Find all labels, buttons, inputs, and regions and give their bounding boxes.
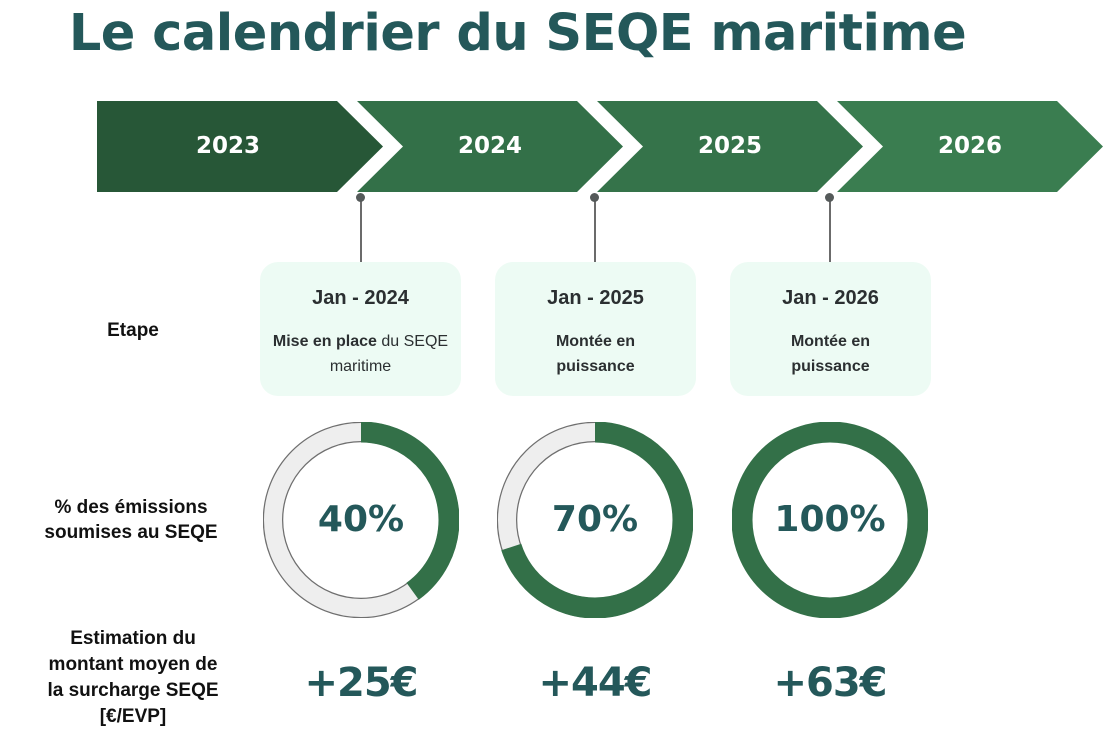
donut-chart-40: 40% xyxy=(263,422,459,618)
milestone-date: Jan - 2025 xyxy=(547,287,644,309)
milestone-date: Jan - 2026 xyxy=(782,287,879,309)
surcharge-amount-2026: +63€ xyxy=(773,660,887,706)
row-label-estimation-line2: montant moyen de xyxy=(48,654,218,675)
row-label-emissions: % des émissions soumises au SEQE xyxy=(0,495,262,545)
donut-percent-label: 40% xyxy=(317,499,405,540)
year-label-2026: 2026 xyxy=(937,133,1002,159)
page-title: Le calendrier du SEQE maritime xyxy=(68,4,967,63)
donut-ring xyxy=(732,422,928,618)
row-label-estimation-line1: Estimation du xyxy=(70,628,196,649)
milestone-card-2025: Jan - 2025 Montée en puissance xyxy=(495,262,696,396)
arrow-2024 xyxy=(357,101,623,192)
milestone-description-bold: Montée en puissance xyxy=(790,333,871,375)
arrow-2023 xyxy=(97,101,383,192)
connector-dot-1 xyxy=(356,193,365,202)
milestone-card-2026: Jan - 2026 Montée en puissance xyxy=(730,262,931,396)
year-label-2023: 2023 xyxy=(195,133,260,159)
connector-dot-3 xyxy=(825,193,834,202)
milestone-date: Jan - 2024 xyxy=(312,287,409,309)
arrow-2025 xyxy=(597,101,863,192)
donut-percent-label: 70% xyxy=(551,499,639,540)
row-label-emissions-line2: soumises au SEQE xyxy=(44,522,218,543)
row-label-emissions-line1: % des émissions xyxy=(54,497,208,518)
row-label-estimation-line3: la surcharge SEQE xyxy=(47,680,219,701)
donut-ring xyxy=(263,422,459,618)
connector-dot-2 xyxy=(590,193,599,202)
connector-line-2 xyxy=(594,197,596,263)
donut-percent-label: 100% xyxy=(774,499,886,540)
milestone-card-2024: Jan - 2024 Mise en place du SEQE maritim… xyxy=(260,262,461,396)
arrow-2026 xyxy=(837,101,1103,192)
milestone-description-bold: Mise en place xyxy=(272,333,377,350)
donut-ring xyxy=(497,422,693,618)
milestone-description-rest: du SEQE maritime xyxy=(329,333,449,375)
year-label-2025: 2025 xyxy=(697,133,762,159)
milestone-description: Mise en place du SEQE maritime xyxy=(260,329,461,379)
row-label-estimation-line4: [€/EVP] xyxy=(99,706,167,727)
row-label-estimation: Estimation du montant moyen de la surcha… xyxy=(0,626,266,730)
donut-chart-100: 100% xyxy=(732,422,928,618)
year-label-2024: 2024 xyxy=(457,133,522,159)
milestone-description: Montée en puissance xyxy=(730,329,931,379)
surcharge-amount-2024: +25€ xyxy=(304,660,418,706)
connector-line-1 xyxy=(360,197,362,263)
surcharge-amount-2025: +44€ xyxy=(538,660,652,706)
connector-line-3 xyxy=(829,197,831,263)
milestone-description-bold: Montée en puissance xyxy=(555,333,636,375)
donut-chart-70: 70% xyxy=(497,422,693,618)
milestone-description: Montée en puissance xyxy=(495,329,696,379)
row-label-etape: Etape xyxy=(107,320,159,341)
